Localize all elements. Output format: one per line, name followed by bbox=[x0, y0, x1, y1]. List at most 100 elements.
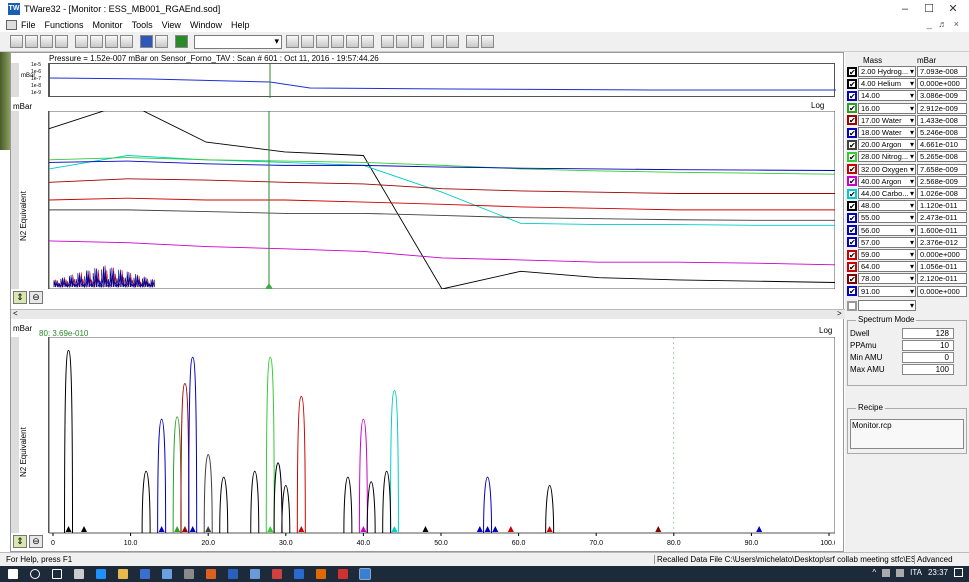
analog-icon[interactable] bbox=[466, 35, 479, 48]
mass-checkbox[interactable]: ✔ bbox=[847, 176, 857, 187]
axis-toggle[interactable] bbox=[11, 111, 19, 289]
mass-checkbox[interactable]: ✔ bbox=[847, 103, 857, 114]
mass-checkbox[interactable]: ✔ bbox=[847, 188, 857, 199]
horizontal-scrollbar[interactable]: < > bbox=[11, 309, 845, 319]
mdi-controls[interactable]: _ ♬ × bbox=[926, 19, 961, 29]
sensor-icon[interactable] bbox=[175, 35, 188, 48]
settings-icon[interactable] bbox=[90, 35, 103, 48]
menu-help[interactable]: Help bbox=[230, 20, 250, 30]
notifications-icon[interactable] bbox=[954, 568, 963, 577]
new-icon[interactable] bbox=[10, 35, 23, 48]
windows-start-icon[interactable] bbox=[8, 569, 18, 579]
mass-checkbox[interactable]: ✔ bbox=[847, 225, 857, 236]
spectrum-log-label[interactable]: Log bbox=[819, 326, 833, 335]
mass-row[interactable]: ✔59.000.000e+000 bbox=[847, 249, 967, 260]
empty-mass-select[interactable] bbox=[858, 300, 916, 311]
mass-checkbox[interactable]: ✔ bbox=[847, 127, 857, 138]
sensor-select[interactable] bbox=[194, 34, 282, 49]
mass-select[interactable]: 91.00 bbox=[858, 285, 916, 297]
autoscale-icon[interactable]: ⇕ bbox=[13, 291, 27, 304]
menu-functions[interactable]: Functions bbox=[44, 20, 84, 30]
mass-row[interactable]: ✔14.003.086e-009 bbox=[847, 90, 967, 102]
zoom-icon[interactable] bbox=[381, 35, 394, 48]
axis-toggle[interactable] bbox=[11, 63, 19, 97]
open-icon[interactable] bbox=[25, 35, 38, 48]
app-icon-c[interactable] bbox=[184, 569, 194, 579]
clock[interactable]: 23:37 bbox=[927, 568, 948, 577]
peak-icon[interactable] bbox=[316, 35, 329, 48]
mass-row[interactable]: ✔57.002.376e-012 bbox=[847, 236, 967, 248]
mass-select[interactable]: 57.00 bbox=[858, 236, 916, 248]
book-icon[interactable] bbox=[55, 35, 68, 48]
word-icon[interactable] bbox=[294, 569, 304, 579]
view-icon[interactable] bbox=[411, 35, 424, 48]
run-icon[interactable] bbox=[331, 35, 344, 48]
mass-row[interactable]: ✔17.00 Water1.433e-008 bbox=[847, 114, 967, 126]
pdf-icon[interactable] bbox=[338, 569, 348, 579]
maxamu-field[interactable]: 100 bbox=[902, 364, 954, 375]
app-icon-d[interactable] bbox=[228, 569, 238, 579]
detector-icon[interactable] bbox=[446, 35, 459, 48]
ppamu-field[interactable]: 10 bbox=[902, 340, 954, 351]
mass-row[interactable]: ✔32.00 Oxygen7.658e-009 bbox=[847, 163, 967, 175]
filament-icon[interactable] bbox=[431, 35, 444, 48]
mass-checkbox[interactable]: ✔ bbox=[847, 164, 857, 175]
zoom-out-icon[interactable]: ⊖ bbox=[29, 291, 43, 304]
mass-row-empty[interactable] bbox=[847, 300, 967, 311]
explorer-icon[interactable] bbox=[118, 569, 128, 579]
mass-checkbox[interactable]: ✔ bbox=[847, 151, 857, 162]
mass-checkbox[interactable]: ✔ bbox=[847, 66, 857, 77]
axis-toggle[interactable] bbox=[11, 337, 19, 533]
mass-checkbox[interactable]: ✔ bbox=[847, 286, 857, 297]
tray-chevron-icon[interactable]: ^ bbox=[872, 568, 877, 577]
mass-select[interactable]: 2.00 Hydrog... bbox=[858, 66, 916, 77]
document-icon[interactable] bbox=[6, 20, 17, 30]
mass-select[interactable]: 18.00 Water bbox=[858, 127, 916, 138]
mass-select[interactable]: 17.00 Water bbox=[858, 114, 916, 126]
trend-icon[interactable] bbox=[301, 35, 314, 48]
menu-view[interactable]: View bbox=[161, 20, 181, 30]
language-indicator[interactable]: ITA bbox=[910, 568, 922, 577]
task-view-icon[interactable] bbox=[52, 569, 62, 579]
mass-select[interactable]: 56.00 bbox=[858, 224, 916, 236]
mass-checkbox[interactable]: ✔ bbox=[847, 115, 857, 126]
mass-row[interactable]: ✔18.00 Water5.246e-008 bbox=[847, 127, 967, 138]
info-icon[interactable] bbox=[140, 35, 153, 48]
autoscale-icon-2[interactable]: ⇕ bbox=[13, 535, 27, 548]
mass-row[interactable]: ✔55.002.473e-011 bbox=[847, 212, 967, 224]
maximize-button[interactable]: ☐ bbox=[924, 3, 934, 15]
recipe-field[interactable]: Monitor.rcp bbox=[850, 419, 964, 449]
scroll-right-arrow[interactable]: > bbox=[837, 309, 842, 318]
preview-icon[interactable] bbox=[105, 35, 118, 48]
mass-checkbox[interactable]: ✔ bbox=[847, 200, 857, 211]
pressure-log-label[interactable]: Log bbox=[811, 101, 825, 110]
mass-checkbox[interactable]: ✔ bbox=[847, 249, 857, 260]
menu-window[interactable]: Window bbox=[189, 20, 222, 30]
mass-row[interactable]: ✔91.000.000e+000 bbox=[847, 285, 967, 297]
mass-select[interactable]: 48.00 bbox=[858, 200, 916, 212]
dwell-field[interactable]: 128 bbox=[902, 328, 954, 339]
mass-row[interactable]: ✔40.00 Argon2.568e-009 bbox=[847, 175, 967, 187]
mass-select[interactable]: 78.00 bbox=[858, 273, 916, 285]
mass-select[interactable]: 64.00 bbox=[858, 261, 916, 273]
mass-select[interactable]: 59.00 bbox=[858, 249, 916, 260]
mass-select[interactable]: 40.00 Argon bbox=[858, 175, 916, 187]
bar-chart-icon[interactable] bbox=[286, 35, 299, 48]
menu-tools[interactable]: Tools bbox=[131, 20, 153, 30]
app-icon-e[interactable] bbox=[250, 569, 260, 579]
grid-icon[interactable] bbox=[396, 35, 409, 48]
app-icon-b[interactable] bbox=[162, 569, 172, 579]
mass-select[interactable]: 28.00 Nitrog... bbox=[858, 151, 916, 163]
mass-row[interactable]: ✔56.001.600e-011 bbox=[847, 224, 967, 236]
mass-row[interactable]: ✔4.00 Helium0.000e+000 bbox=[847, 78, 967, 90]
mass-select[interactable]: 14.00 bbox=[858, 90, 916, 102]
mass-select[interactable]: 4.00 Helium bbox=[858, 78, 916, 90]
minimize-button[interactable]: – bbox=[901, 3, 909, 15]
mass-row[interactable]: ✔64.001.056e-011 bbox=[847, 261, 967, 273]
firefox-icon[interactable] bbox=[206, 569, 216, 579]
mass-select[interactable]: 32.00 Oxygen bbox=[858, 163, 916, 175]
mass-checkbox[interactable]: ✔ bbox=[847, 273, 857, 284]
menu-file[interactable]: File bbox=[21, 20, 36, 30]
mass-row[interactable]: ✔44.00 Carbo...1.026e-008 bbox=[847, 188, 967, 199]
empty-checkbox[interactable] bbox=[847, 300, 857, 311]
